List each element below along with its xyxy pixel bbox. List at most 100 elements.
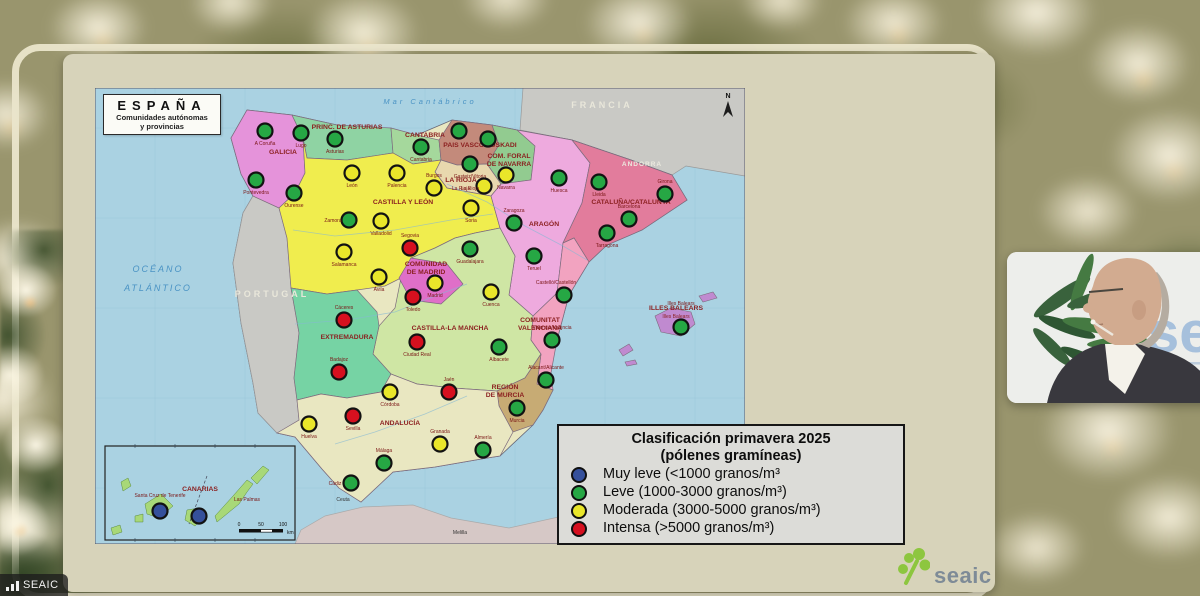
region-label-pais_vasco: PAIS VASCO/EUSKADI: [443, 142, 517, 149]
map-subtitle-2: y provincias: [140, 122, 184, 131]
region-label-castilla_leon: CASTILLA Y LEÓN: [373, 197, 433, 206]
balears-island-3: [624, 359, 638, 367]
station-label: Valencia/València: [532, 325, 571, 331]
station-label: Sevilla: [346, 426, 361, 432]
station-label: Almería: [474, 435, 491, 441]
region-label-murcia: DE MURCIA: [486, 392, 525, 399]
station-label: Guadalajara: [456, 259, 483, 265]
svg-text:0: 0: [238, 522, 241, 528]
station-dot-Murcia: [508, 399, 526, 417]
station-dot-Madrid: [426, 274, 444, 292]
station-label: Salamanca: [331, 262, 356, 268]
region-label-clm: CASTILLA-LA MANCHA: [412, 325, 489, 332]
station-label: Cáceres: [335, 305, 354, 311]
station-dot-Huelva: [300, 415, 318, 433]
station-dot-Pontevedra: [247, 171, 265, 189]
region-label-extremadura: EXTREMADURA: [321, 334, 374, 341]
station-dot-León: [343, 164, 361, 182]
region-label-canarias: CANARIAS: [182, 486, 218, 493]
legend-item-intensa: Intensa (>5000 granos/m³): [559, 519, 903, 537]
station-label: Segovia: [401, 233, 419, 239]
station-label: Girona: [657, 179, 672, 185]
station-dot-Ciudad Real: [408, 333, 426, 351]
canarias-island-5: [214, 479, 254, 523]
station-dot-Gasteiz/Vitoria: [461, 155, 479, 173]
station-label: Cuenca: [482, 302, 499, 308]
station-label: Murcia: [509, 418, 524, 424]
stream-badge-text: SEAIC: [23, 579, 59, 591]
region-label-cataluna: CATALUÑA/CATALUNYA: [591, 197, 670, 206]
river: [334, 395, 468, 445]
station-label: Gasteiz/Vitoria: [454, 174, 487, 180]
river: [292, 213, 494, 237]
station-label: Málaga: [376, 448, 393, 454]
station-dot-Santa Cruz de Tenerife: [151, 502, 169, 520]
station-label: Soria: [465, 218, 477, 224]
station-dot-Soria: [462, 199, 480, 217]
legend-label: Moderada (3000-5000 granos/m³): [603, 502, 821, 518]
station-dot-Burgos: [425, 179, 443, 197]
station-label: Huesca: [551, 188, 568, 194]
place-label: Melilla: [453, 530, 467, 536]
speaker-video[interactable]: se: [1007, 252, 1200, 403]
station-label: Jaén: [444, 377, 455, 383]
glasses-icon: [1088, 288, 1124, 293]
station-dot-Badajoz: [330, 363, 348, 381]
region-label-madrid: DE MADRID: [407, 269, 446, 276]
presentation-slide: GALICIA PRINC. DE ASTURIAS CANTABRIA PAIS V…: [63, 54, 995, 592]
legend-items: Muy leve (<1000 granos/m³ Leve (1000-3000…: [559, 465, 903, 537]
station-dot-Cáceres: [335, 311, 353, 329]
station-label: Lleida: [592, 192, 606, 198]
legend-item-moderada: Moderada (3000-5000 granos/m³): [559, 501, 903, 519]
station-label: Cádiz: [329, 481, 342, 487]
station-dot-Zamora: [340, 211, 358, 229]
sea-label: OCÉANO: [132, 264, 183, 274]
region-label-navarra: DE NAVARRA: [487, 161, 531, 168]
river: [294, 283, 468, 325]
station-dot-Cantabria: [412, 138, 430, 156]
station-dot-Ourense: [285, 184, 303, 202]
place-label: Ceuta: [336, 497, 350, 503]
legend-dot-muy_leve: [571, 467, 587, 483]
region-label-la_rioja: La Rioja: [452, 186, 471, 192]
station-label: Valladolid: [370, 231, 392, 237]
station-label: Asturias: [326, 149, 345, 155]
svg-text:100: 100: [279, 522, 288, 528]
station-label: Zaragoza: [503, 208, 524, 214]
station-label: Cantabria: [410, 157, 432, 163]
station-label: Lugo: [295, 143, 306, 149]
canarias-island-2: [134, 513, 144, 523]
station-label: Granada: [430, 429, 450, 435]
legend-label: Muy leve (<1000 granos/m³: [603, 466, 780, 482]
region-andalucia: [276, 373, 514, 503]
station-label: Navarra: [497, 185, 515, 191]
neighbor-label: PORTUGAL: [235, 289, 310, 299]
station-label: Ourense: [284, 203, 303, 209]
station-dot-Lugo: [292, 124, 310, 142]
station-label: Córdoba: [380, 402, 399, 408]
canarias-island-3: [110, 524, 123, 536]
balears-island-1: [698, 291, 718, 303]
region-label-balears: ILLES BALEARS: [649, 305, 703, 312]
seaic-logo: seaic: [896, 546, 992, 587]
station-label: Madrid: [427, 293, 443, 299]
station-dot-Alacant/Alicante: [537, 371, 555, 389]
station-label: Teruel: [527, 266, 541, 272]
region-label-navarra: COM. FORAL: [487, 153, 530, 160]
station-label: Alacant/Alicante: [528, 365, 564, 371]
legend-item-muy_leve: Muy leve (<1000 granos/m³: [559, 465, 903, 483]
station-dot-Cádiz: [342, 474, 360, 492]
station-label: Barcelona: [618, 204, 641, 210]
station-dot-Sevilla: [344, 407, 362, 425]
station-dot-Jaén: [440, 383, 458, 401]
station-dot-Valencia/València: [543, 331, 561, 349]
neighbor-label: FRANCIA: [571, 100, 633, 110]
station-dot-A Coruña: [256, 122, 274, 140]
canarias-island-1: [120, 477, 132, 492]
legend-item-leve: Leve (1000-3000 granos/m³): [559, 483, 903, 501]
station-label: Castelló/Castellón: [536, 280, 577, 286]
station-label: Ciudad Real: [403, 352, 431, 358]
station-dot-Salamanca: [335, 243, 353, 261]
station-dot-Zaragoza: [505, 214, 523, 232]
